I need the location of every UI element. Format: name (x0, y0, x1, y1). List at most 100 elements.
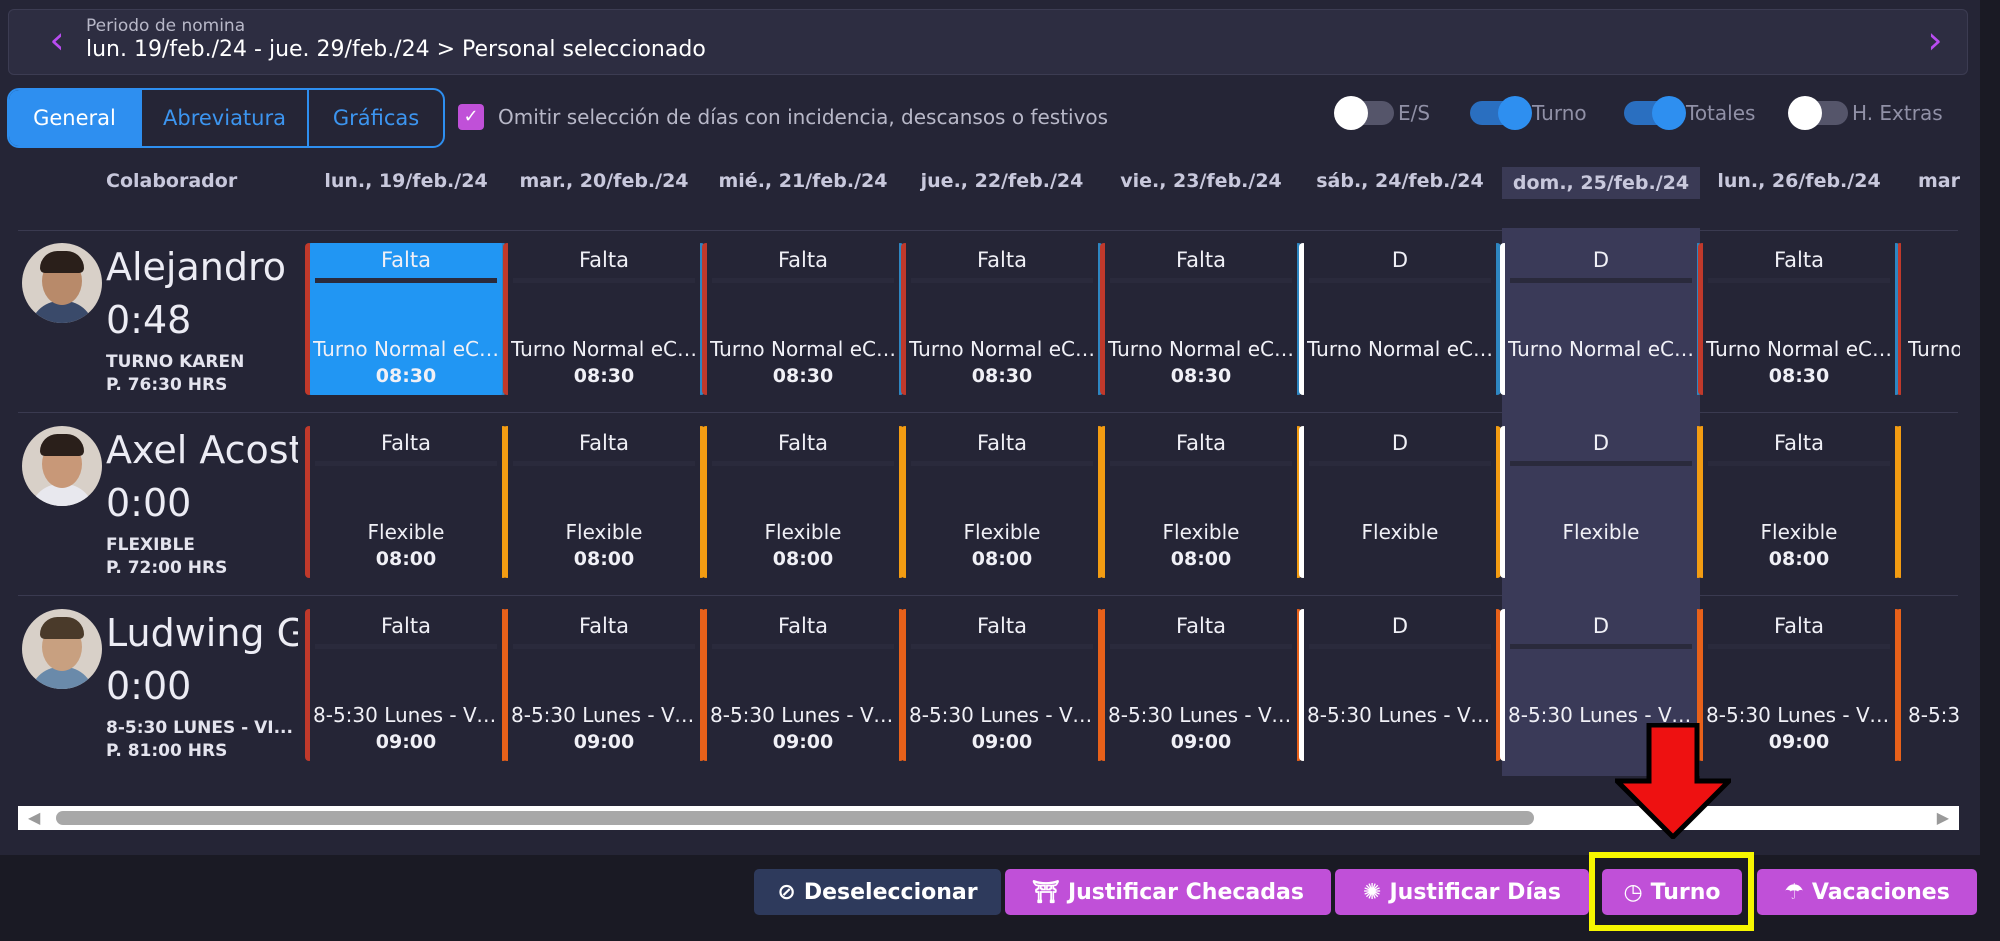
employee-name: Ludwing G (106, 611, 298, 655)
schedule-cell[interactable]: Falta Turno Normal eCl... 08:30 (702, 243, 904, 395)
toggle-hextras[interactable]: H. Extras (1788, 96, 1943, 130)
justify-days-button-label: Justificar Días (1389, 879, 1561, 905)
period-range: lun. 19/feb./24 - jue. 29/feb./24 > Pers… (86, 37, 706, 62)
schedule-cell[interactable]: 8-5:3 (1898, 609, 1960, 761)
row-divider (18, 595, 1958, 596)
cell-divider (1309, 461, 1491, 466)
chevron-right-icon[interactable]: › (1927, 18, 1943, 62)
justify-checks-button-label: Justificar Checadas (1067, 879, 1304, 905)
schedule-cell[interactable] (1898, 426, 1960, 578)
cell-time: 08:00 (971, 548, 1033, 570)
schedule-cell[interactable]: D 8-5:30 Lunes - Vi... (1299, 609, 1501, 761)
employee-name: Alejandro (106, 245, 287, 289)
toggle-totales-label: Totales (1686, 101, 1756, 125)
schedule-cell[interactable]: Falta Turno Normal eCl... 08:30 (305, 243, 507, 395)
row-divider (18, 412, 1958, 413)
scrollbar-thumb[interactable] (56, 811, 1534, 825)
cell-left-edge (1299, 609, 1307, 761)
cell-divider (911, 644, 1093, 649)
schedule-cell[interactable]: Falta Turno Normal eCl... 08:30 (901, 243, 1103, 395)
column-header-day[interactable]: mar., 20/feb./24 (519, 170, 689, 192)
cell-status: Falta (381, 614, 431, 638)
chevron-left-icon[interactable]: ‹ (49, 18, 65, 62)
cell-shift: Turno Normal eCl... (1706, 337, 1892, 361)
scroll-left-icon[interactable]: ◀ (28, 808, 41, 827)
column-header-day[interactable]: sáb., 24/feb./24 (1316, 170, 1484, 192)
schedule-cell[interactable]: D Turno Normal eCl... (1299, 243, 1501, 395)
scroll-right-icon[interactable]: ▶ (1936, 808, 1949, 827)
row-divider (18, 230, 1958, 231)
cell-shift: Flexible (1162, 520, 1240, 544)
schedule-cell[interactable]: Falta 8-5:30 Lunes - Vi... 09:00 (901, 609, 1103, 761)
column-header-day[interactable]: mié., 21/feb./24 (718, 170, 888, 192)
schedule-cell[interactable]: Falta Flexible 08:00 (901, 426, 1103, 578)
schedule-cell[interactable]: Falta Turno Normal eCl... 08:30 (1698, 243, 1900, 395)
car-icon: ✺ (1363, 879, 1382, 905)
column-header-day-selected[interactable]: dom., 25/feb./24 (1502, 167, 1700, 199)
tab-abreviatura[interactable]: Abreviatura (142, 90, 309, 146)
toggle-turno[interactable]: Turno (1470, 96, 1587, 130)
vacations-button[interactable]: ☂ Vacaciones (1757, 869, 1977, 915)
justify-days-button[interactable]: ✺ Justificar Días (1335, 869, 1589, 915)
cell-time: 08:00 (1170, 548, 1232, 570)
employee-hours: 0:00 (106, 481, 192, 525)
omit-option[interactable]: ✓ Omitir selección de días con incidenci… (458, 104, 1108, 130)
horizontal-scrollbar[interactable]: ◀ ▶ (18, 806, 1959, 830)
schedule-cell[interactable]: Falta Flexible 08:00 (702, 426, 904, 578)
cell-shift: 8-5:30 Lunes - Vi... (1108, 703, 1294, 727)
cell-divider (1708, 461, 1890, 466)
column-header-day[interactable]: lun., 26/feb./24 (1717, 170, 1881, 192)
schedule-cell[interactable]: D Flexible (1299, 426, 1501, 578)
vacations-button-label: Vacaciones (1811, 879, 1950, 905)
toggle-totales[interactable]: Totales (1624, 96, 1756, 130)
column-header-day[interactable]: lun., 19/feb./24 (324, 170, 488, 192)
omit-checkbox[interactable]: ✓ (458, 104, 484, 130)
cell-divider (1110, 461, 1292, 466)
justify-checks-button[interactable]: ⛩ Justificar Checadas (1005, 869, 1331, 915)
employee-name: Axel Acost (106, 428, 298, 472)
schedule-cell[interactable]: Falta Turno Normal eCl... 08:30 (1100, 243, 1302, 395)
tab-general[interactable]: General (9, 90, 142, 146)
schedule-cell[interactable]: Falta Flexible 08:00 (1698, 426, 1900, 578)
schedule-cell[interactable]: Falta 8-5:30 Lunes - Vi... 09:00 (503, 609, 705, 761)
cell-time: 09:00 (1768, 731, 1830, 753)
cell-left-edge (702, 426, 710, 578)
column-header-day[interactable]: vie., 23/feb./24 (1120, 170, 1282, 192)
cell-left-edge (901, 243, 909, 395)
cell-left-edge (1500, 243, 1508, 395)
schedule-cell[interactable]: Falta 8-5:30 Lunes - Vi... 09:00 (305, 609, 507, 761)
selected-day-column (1502, 228, 1700, 776)
cell-status: Falta (579, 248, 629, 272)
cell-left-edge (1500, 426, 1508, 578)
cell-divider (1309, 278, 1491, 283)
schedule-cell[interactable]: Falta 8-5:30 Lunes - Vi... 09:00 (1100, 609, 1302, 761)
cell-divider (1510, 461, 1692, 466)
cell-time: 08:30 (375, 365, 437, 387)
cell-status: Falta (1176, 614, 1226, 638)
cell-shift: Turno Normal eCl... (909, 337, 1095, 361)
cell-status: D (1391, 614, 1409, 638)
schedule-cell[interactable]: Falta Flexible 08:00 (305, 426, 507, 578)
deselect-button[interactable]: ⊘ Deseleccionar (754, 869, 1001, 915)
cell-divider (513, 644, 695, 649)
schedule-cell[interactable]: D Turno Normal eCl... (1500, 243, 1702, 395)
schedule-cell[interactable]: Falta 8-5:30 Lunes - Vi... 09:00 (1698, 609, 1900, 761)
umbrella-icon: ☂ (1784, 879, 1804, 905)
schedule-cell[interactable]: D Flexible (1500, 426, 1702, 578)
cell-left-edge (305, 609, 313, 761)
tab-graficas[interactable]: Gráficas (332, 106, 420, 130)
cell-status: Falta (778, 248, 828, 272)
column-header-day[interactable]: jue., 22/feb./24 (920, 170, 1084, 192)
cell-status: D (1592, 431, 1610, 455)
schedule-cell[interactable]: Falta Turno Normal eCl... 08:30 (503, 243, 705, 395)
cell-divider (1510, 644, 1692, 649)
schedule-cell[interactable]: Falta Flexible 08:00 (503, 426, 705, 578)
toggle-hextras-label: H. Extras (1852, 101, 1943, 125)
schedule-cell[interactable]: Turno (1898, 243, 1960, 395)
toggle-es[interactable]: E/S (1334, 96, 1430, 130)
schedule-cell[interactable]: Falta Flexible 08:00 (1100, 426, 1302, 578)
column-header-day[interactable]: mar (1918, 170, 1960, 192)
schedule-cell[interactable]: Falta 8-5:30 Lunes - Vi... 09:00 (702, 609, 904, 761)
cell-shift: Turno Normal eCl... (710, 337, 896, 361)
turno-button[interactable]: ◷ Turno (1602, 869, 1742, 915)
